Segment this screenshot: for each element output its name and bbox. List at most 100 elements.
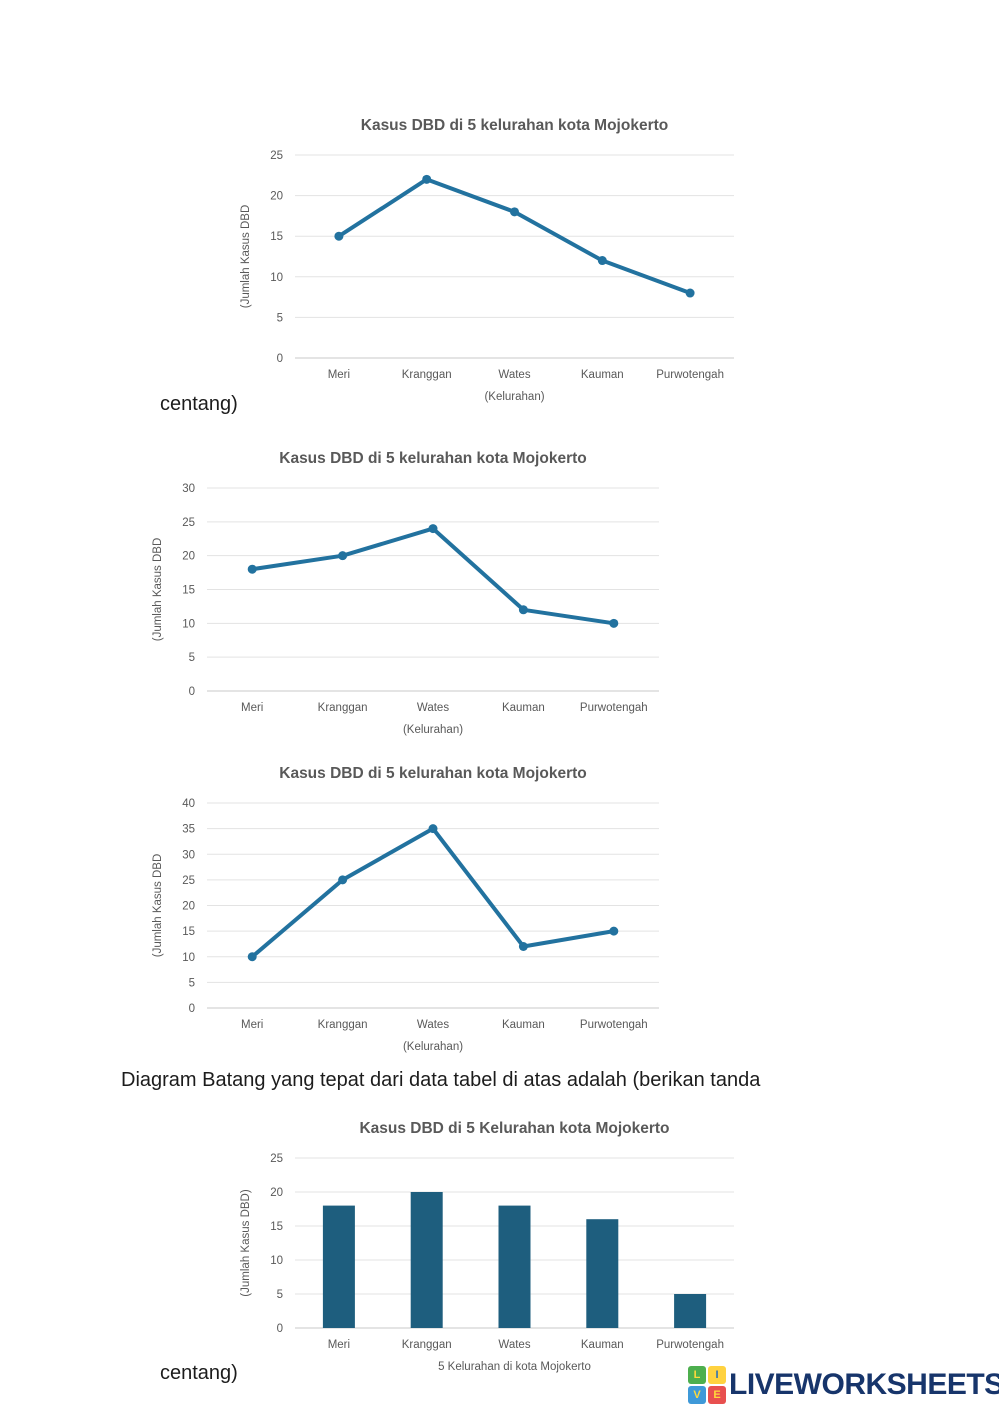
data-point-marker — [428, 524, 438, 534]
line-chart-2-svg: 0 5 10 15 20 25 30 Meri Kranggan Wates Kauman Purwo… — [152, 450, 659, 736]
data-point-marker — [597, 256, 607, 266]
x-category-label: Meri — [241, 1019, 263, 1031]
line-chart-3-svg: 0 5 10 15 20 25 30 35 40 Meri Kranggan Wates Kauman P… — [152, 765, 659, 1053]
bar-chart: 0 5 10 15 20 25 Meri Kranggan Wates Kauman Purwote… — [233, 1113, 748, 1380]
x-category-label: Wates — [417, 1019, 449, 1031]
x-category-label: Purwotengah — [580, 702, 648, 714]
y-tick-label: 20 — [182, 551, 195, 563]
y-tick-label: 25 — [270, 1153, 283, 1165]
data-bar — [674, 1294, 707, 1328]
y-tick-label: 0 — [277, 353, 283, 365]
x-category-label: Kauman — [502, 702, 545, 714]
x-axis-label: 5 Kelurahan di kota Mojokerto — [438, 1361, 591, 1373]
line-chart-3: 0 5 10 15 20 25 30 35 40 Meri Kranggan Wates Kauman P… — [145, 758, 673, 1060]
data-point-marker — [510, 207, 519, 217]
chart-title: Kasus DBD di 5 kelurahan kota Mojokerto — [279, 765, 587, 782]
x-category-label: Purwotengah — [580, 1019, 648, 1031]
data-bar — [586, 1219, 619, 1328]
y-tick-label: 10 — [270, 1255, 283, 1267]
x-category-label: Kranggan — [318, 1019, 368, 1031]
y-tick-label: 30 — [182, 483, 195, 495]
y-tick-label: 5 — [189, 977, 195, 989]
data-point-marker — [609, 926, 619, 936]
y-tick-label: 25 — [182, 517, 195, 529]
x-category-label: Wates — [498, 369, 530, 381]
y-tick-label: 15 — [270, 1221, 283, 1233]
chart-title: Kasus DBD di 5 kelurahan kota Mojokerto — [279, 450, 587, 467]
question-text: Diagram Batang yang tepat dari data tabe… — [121, 1069, 761, 1091]
x-category-label: Kranggan — [318, 702, 368, 714]
data-point-marker — [247, 564, 257, 574]
line-chart-1: 0 5 10 15 20 25 Meri Kranggan Wates Kauman Purwote… — [233, 110, 748, 410]
liveworksheets-logo-text: LIVEWORKSHEETS — [729, 1368, 999, 1401]
y-tick-label: 0 — [277, 1323, 283, 1335]
data-point-marker — [428, 824, 438, 834]
y-axis-label: (Jumlah Kasus DBD — [240, 205, 252, 309]
x-category-label: Kranggan — [402, 1339, 452, 1351]
y-tick-label: 10 — [270, 272, 283, 284]
centang-text-top: centang) — [160, 393, 238, 415]
data-bar — [498, 1205, 531, 1328]
y-tick-label: 20 — [182, 901, 195, 913]
y-tick-label: 0 — [189, 686, 195, 698]
centang-text-bottom: centang) — [160, 1362, 238, 1384]
x-category-label: Meri — [328, 369, 350, 381]
line-chart-1-svg: 0 5 10 15 20 25 Meri Kranggan Wates Kauman Purwote… — [240, 117, 734, 403]
data-point-marker — [338, 551, 348, 561]
y-tick-label: 30 — [182, 849, 195, 861]
x-axis-label: (Kelurahan) — [403, 724, 463, 736]
logo-letter-v: V — [688, 1386, 706, 1404]
data-point-marker — [338, 875, 348, 885]
data-point-marker — [609, 618, 619, 628]
x-category-label: Purwotengah — [656, 1339, 724, 1351]
logo-letter-i: I — [708, 1366, 726, 1384]
logo-letter-e: E — [708, 1386, 726, 1404]
x-category-label: Purwotengah — [656, 369, 724, 381]
logo-letter-l: L — [688, 1366, 706, 1384]
bar-chart-svg: 0 5 10 15 20 25 Meri Kranggan Wates Kauman Purwote… — [240, 1120, 734, 1373]
data-bar — [410, 1192, 443, 1328]
chart-title: Kasus DBD di 5 kelurahan kota Mojokerto — [361, 117, 669, 134]
y-axis-label: (Jumlah Kasus DBD — [152, 854, 164, 958]
y-tick-label: 20 — [270, 191, 283, 203]
x-category-label: Meri — [241, 702, 263, 714]
data-point-marker — [518, 605, 528, 615]
y-tick-label: 25 — [270, 150, 283, 162]
y-tick-label: 15 — [182, 926, 195, 938]
data-bar — [322, 1205, 355, 1328]
data-point-marker — [422, 174, 432, 184]
x-category-label: Wates — [498, 1339, 530, 1351]
x-category-label: Kauman — [581, 369, 624, 381]
y-tick-label: 5 — [277, 1289, 283, 1301]
data-point-marker — [247, 952, 257, 962]
x-category-label: Wates — [417, 702, 449, 714]
y-tick-label: 0 — [189, 1003, 195, 1015]
chart-title: Kasus DBD di 5 Kelurahan kota Mojokerto — [359, 1120, 669, 1137]
x-category-label: Kauman — [502, 1019, 545, 1031]
data-series-line — [251, 526, 615, 626]
y-tick-label: 40 — [182, 798, 195, 810]
data-point-marker — [685, 288, 695, 298]
x-axis-label: (Kelurahan) — [484, 391, 544, 403]
data-series-line — [250, 826, 615, 959]
y-tick-label: 35 — [182, 824, 195, 836]
x-category-label: Meri — [328, 1339, 350, 1351]
y-axis-label: (Jumlah Kasus DBD) — [240, 1189, 252, 1297]
x-category-label: Kauman — [581, 1339, 624, 1351]
data-point-marker — [334, 231, 344, 241]
y-tick-label: 15 — [182, 585, 195, 597]
y-tick-label: 20 — [270, 1187, 283, 1199]
x-category-label: Kranggan — [402, 369, 452, 381]
y-tick-label: 5 — [189, 652, 195, 664]
y-tick-label: 15 — [270, 231, 283, 243]
line-chart-2: 0 5 10 15 20 25 30 Meri Kranggan Wates Kauman Purwo… — [145, 443, 673, 743]
y-tick-label: 10 — [182, 952, 195, 964]
y-tick-label: 10 — [182, 618, 195, 630]
y-tick-label: 25 — [182, 875, 195, 887]
data-point-marker — [518, 942, 528, 951]
y-tick-label: 5 — [277, 312, 283, 324]
y-axis-label: (Jumlah Kasus DBD — [152, 538, 164, 642]
